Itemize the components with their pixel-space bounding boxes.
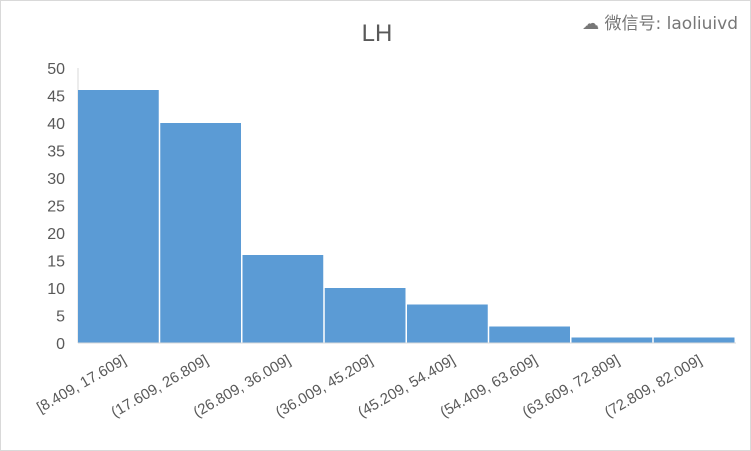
- y-tick-label: 45: [47, 89, 65, 106]
- y-tick-label: 30: [47, 171, 65, 188]
- histogram-bar: [242, 255, 324, 343]
- histogram-bar: [489, 326, 570, 343]
- y-tick-label: 5: [56, 309, 65, 326]
- histogram-bar: [160, 123, 241, 343]
- y-tick-label: 35: [47, 144, 65, 161]
- y-tick-label: 15: [47, 254, 65, 271]
- y-tick-label: 20: [47, 226, 65, 243]
- y-tick-label: 25: [47, 199, 65, 216]
- histogram-bar: [653, 337, 735, 343]
- y-tick-label: 40: [47, 116, 65, 133]
- chart-title: LH: [362, 20, 393, 47]
- histogram-bar: [407, 304, 488, 343]
- watermark: ☁ 微信号: laoliuivd: [582, 9, 738, 34]
- y-tick-label: 50: [47, 61, 65, 78]
- histogram-bar: [571, 337, 653, 343]
- histogram-bar: [324, 288, 406, 343]
- wechat-icon: ☁: [582, 14, 600, 34]
- watermark-text: 微信号: laoliuivd: [604, 14, 738, 34]
- y-tick-label: 0: [56, 336, 65, 353]
- histogram-bar: [78, 90, 159, 343]
- y-tick-label: 10: [47, 281, 65, 298]
